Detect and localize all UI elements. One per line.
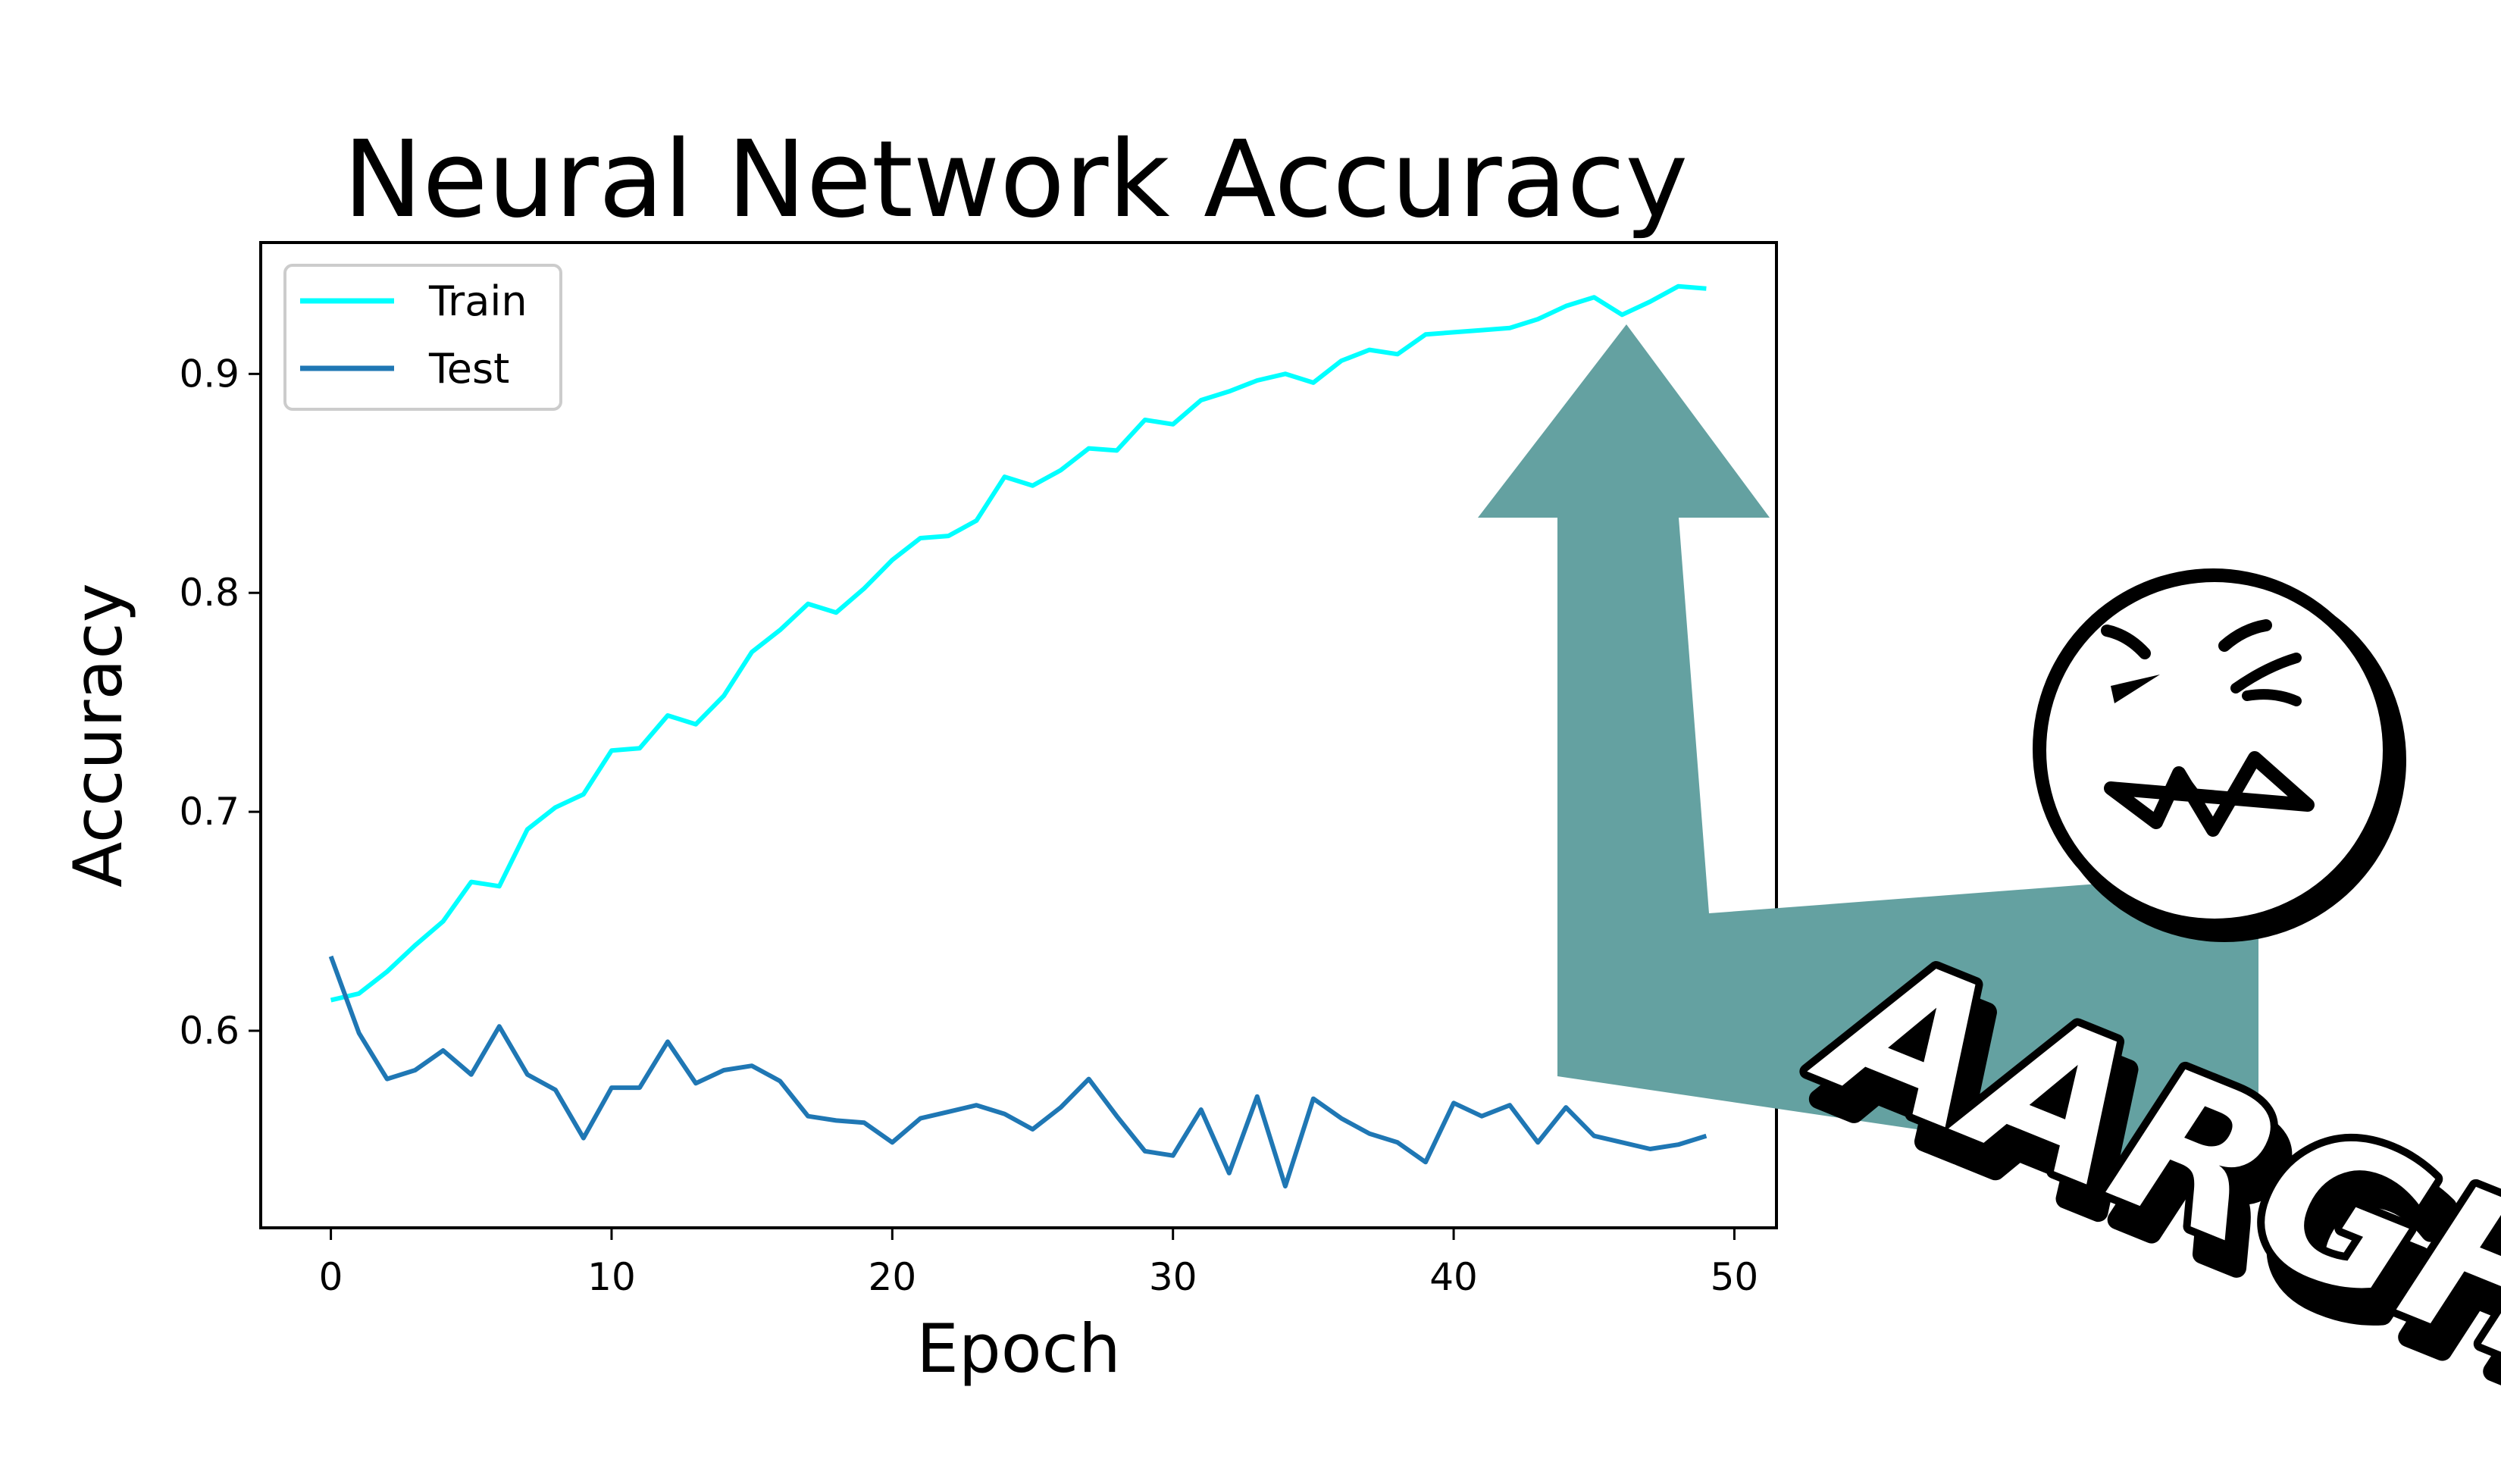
legend-label-train: Train	[428, 277, 527, 325]
x-tick-label: 20	[869, 1255, 917, 1299]
y-tick-label: 0.9	[179, 352, 239, 396]
legend: Train Test	[283, 264, 562, 411]
y-tick-label: 0.7	[179, 790, 239, 834]
series-line-test	[328, 955, 1708, 1189]
series-line-train	[330, 283, 1707, 1003]
x-tick-label: 10	[587, 1255, 636, 1299]
y-tick-label: 0.8	[179, 571, 239, 615]
x-tick-label: 50	[1711, 1255, 1759, 1299]
chart-title: Neural Network Accuracy	[343, 118, 1689, 242]
legend-label-test: Test	[428, 345, 509, 393]
y-axis-label: Accuracy	[59, 583, 137, 888]
upward-arrow-icon	[1478, 324, 2258, 1157]
x-tick-label: 0	[319, 1255, 343, 1299]
x-axis-label: Epoch	[916, 1310, 1120, 1388]
series-layer	[328, 283, 1708, 1189]
axis-layer: 0 10 20 30 40 50 0.6 0.7 0.8 0.9	[179, 352, 1758, 1299]
y-tick-label: 0.6	[179, 1009, 239, 1053]
x-tick-label: 30	[1149, 1255, 1197, 1299]
x-tick-label: 40	[1429, 1255, 1478, 1299]
angry-face-icon	[2033, 568, 2406, 942]
